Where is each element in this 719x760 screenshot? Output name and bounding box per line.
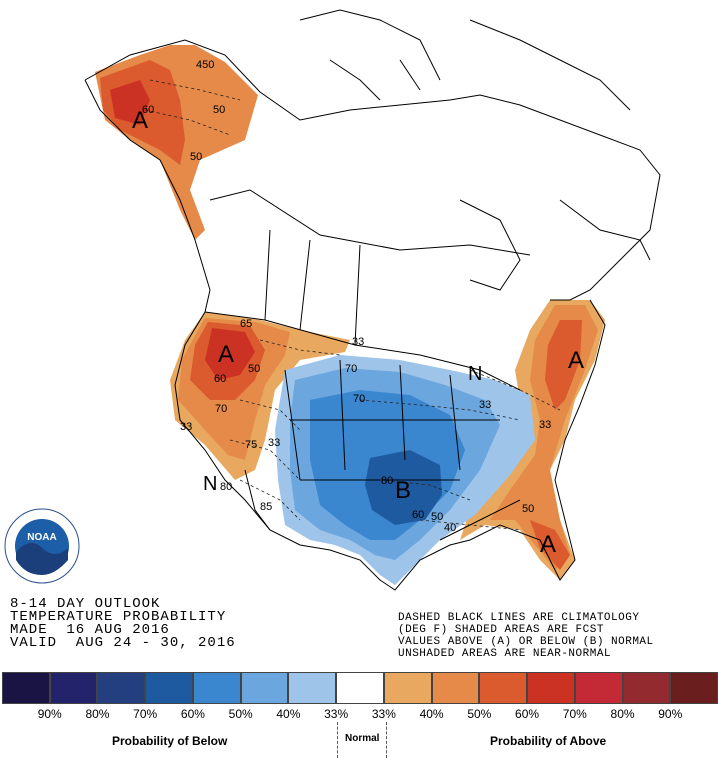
legend-swatch <box>97 672 146 704</box>
normal-divider-right <box>386 722 387 758</box>
notes-line-1: DASHED BLACK LINES ARE CLIMATOLOGY <box>398 612 640 624</box>
contour-label: 85 <box>260 501 272 513</box>
title-line-3: MADE 16 AUG 2016 <box>10 622 170 638</box>
notes-line-3: VALUES ABOVE (A) OR BELOW (B) NORMAL <box>398 636 654 648</box>
southwest-n-label: N <box>203 473 217 495</box>
southeast-above-60 <box>530 520 570 570</box>
contour-label: 70 <box>345 363 357 375</box>
outlook-title: 8-14 DAY OUTLOOK TEMPERATURE PROBABILITY… <box>10 596 236 651</box>
legend-swatch <box>479 672 528 704</box>
contour-label: 33 <box>479 399 491 411</box>
legend-swatch <box>145 672 193 704</box>
legend-label: 90% <box>658 707 683 721</box>
legend-label: 70% <box>562 707 587 721</box>
contour-label: 33 <box>539 419 551 431</box>
legend-label: 50% <box>228 707 253 721</box>
legend-labels: 90% 80% 70% 60% 50% 40% 33% 33% 40% 50% 60% 70% 80% 9… <box>2 707 718 721</box>
normal-divider-left <box>337 722 338 758</box>
contour-label: 33 <box>352 336 364 348</box>
below-legend-title: Probability of Below <box>112 734 228 748</box>
legend-swatch <box>2 672 50 704</box>
legend-swatch <box>288 672 337 704</box>
legend-swatch <box>574 672 623 704</box>
contour-label: 70 <box>215 403 227 415</box>
contour-label: 450 <box>196 59 214 71</box>
legend-label: 33% <box>371 707 396 721</box>
legend-swatch <box>670 672 719 704</box>
above-legend-title: Probability of Above <box>490 734 607 748</box>
legend-swatch <box>622 672 671 704</box>
outlines <box>84 9 661 591</box>
contour-label: 33 <box>268 437 280 449</box>
contour-label: 80 <box>381 475 393 487</box>
contour-label: 60 <box>214 373 226 385</box>
contour-label: 75 <box>245 439 257 451</box>
legend-swatch <box>431 672 480 704</box>
noaa-logo-text: NOAA <box>27 532 56 543</box>
noaa-logo: NOAA <box>4 508 80 584</box>
normal-legend-title: Normal <box>345 733 380 744</box>
contour-label: 50 <box>190 151 202 163</box>
legend-label: 60% <box>180 707 205 721</box>
title-line-1: 8-14 DAY OUTLOOK <box>10 596 161 612</box>
legend-label: 33% <box>324 707 349 721</box>
contour-label: 60 <box>412 509 424 521</box>
climatology-lines <box>144 79 561 531</box>
contour-label: 60 <box>142 104 154 116</box>
contour-label: 40 <box>444 522 456 534</box>
legend-label: 80% <box>610 707 635 721</box>
legend-label: 90% <box>37 707 62 721</box>
contour-label: 80 <box>220 481 232 493</box>
contour-label: 65 <box>240 318 252 330</box>
contour-label: 50 <box>213 104 225 116</box>
legend-label: 40% <box>419 707 444 721</box>
contour-label: 33 <box>180 421 192 433</box>
title-line-2: TEMPERATURE PROBABILITY <box>10 609 227 625</box>
west-above-70 <box>205 328 255 380</box>
map-notes: DASHED BLACK LINES ARE CLIMATOLOGY (DEG … <box>398 612 654 660</box>
east-a-label: A <box>568 347 584 374</box>
central-below-60 <box>365 450 442 525</box>
contour-label: 50 <box>522 503 534 515</box>
legend-swatch <box>383 672 432 704</box>
outlook-map: A A A A A B N N 450 60 50 50 65 60 50 70… <box>4 9 661 591</box>
legend-label: 40% <box>276 707 301 721</box>
legend-label: 50% <box>467 707 492 721</box>
contour-label: 70 <box>353 393 365 405</box>
legend-swatch <box>49 672 98 704</box>
legend-swatch <box>192 672 241 704</box>
legend-swatch <box>336 672 384 704</box>
east-above-60 <box>545 320 582 410</box>
greatlakes-n-label: N <box>468 363 482 385</box>
notes-line-4: UNSHADED AREAS ARE NEAR-NORMAL <box>398 648 612 660</box>
contour-label: 50 <box>248 363 260 375</box>
legend-swatch <box>527 672 575 704</box>
alaska-above-70 <box>110 80 150 125</box>
legend-label: 80% <box>85 707 110 721</box>
southeast-a-label: A <box>540 531 556 558</box>
contour-label: 50 <box>431 511 443 523</box>
legend-swatch <box>240 672 289 704</box>
legend-label: 70% <box>133 707 158 721</box>
legend-label: 60% <box>515 707 540 721</box>
title-line-4: VALID AUG 24 - 30, 2016 <box>10 635 236 651</box>
contour-labels: 450 60 50 50 65 60 50 70 33 70 33 75 33 … <box>142 59 551 534</box>
legend-color-bar <box>2 672 719 704</box>
west-a-label: A <box>218 341 234 368</box>
alaska-a-label: A <box>132 107 148 134</box>
notes-line-2: (DEG F) SHADED AREAS ARE FCST <box>398 624 604 636</box>
central-b-label: B <box>395 477 411 504</box>
